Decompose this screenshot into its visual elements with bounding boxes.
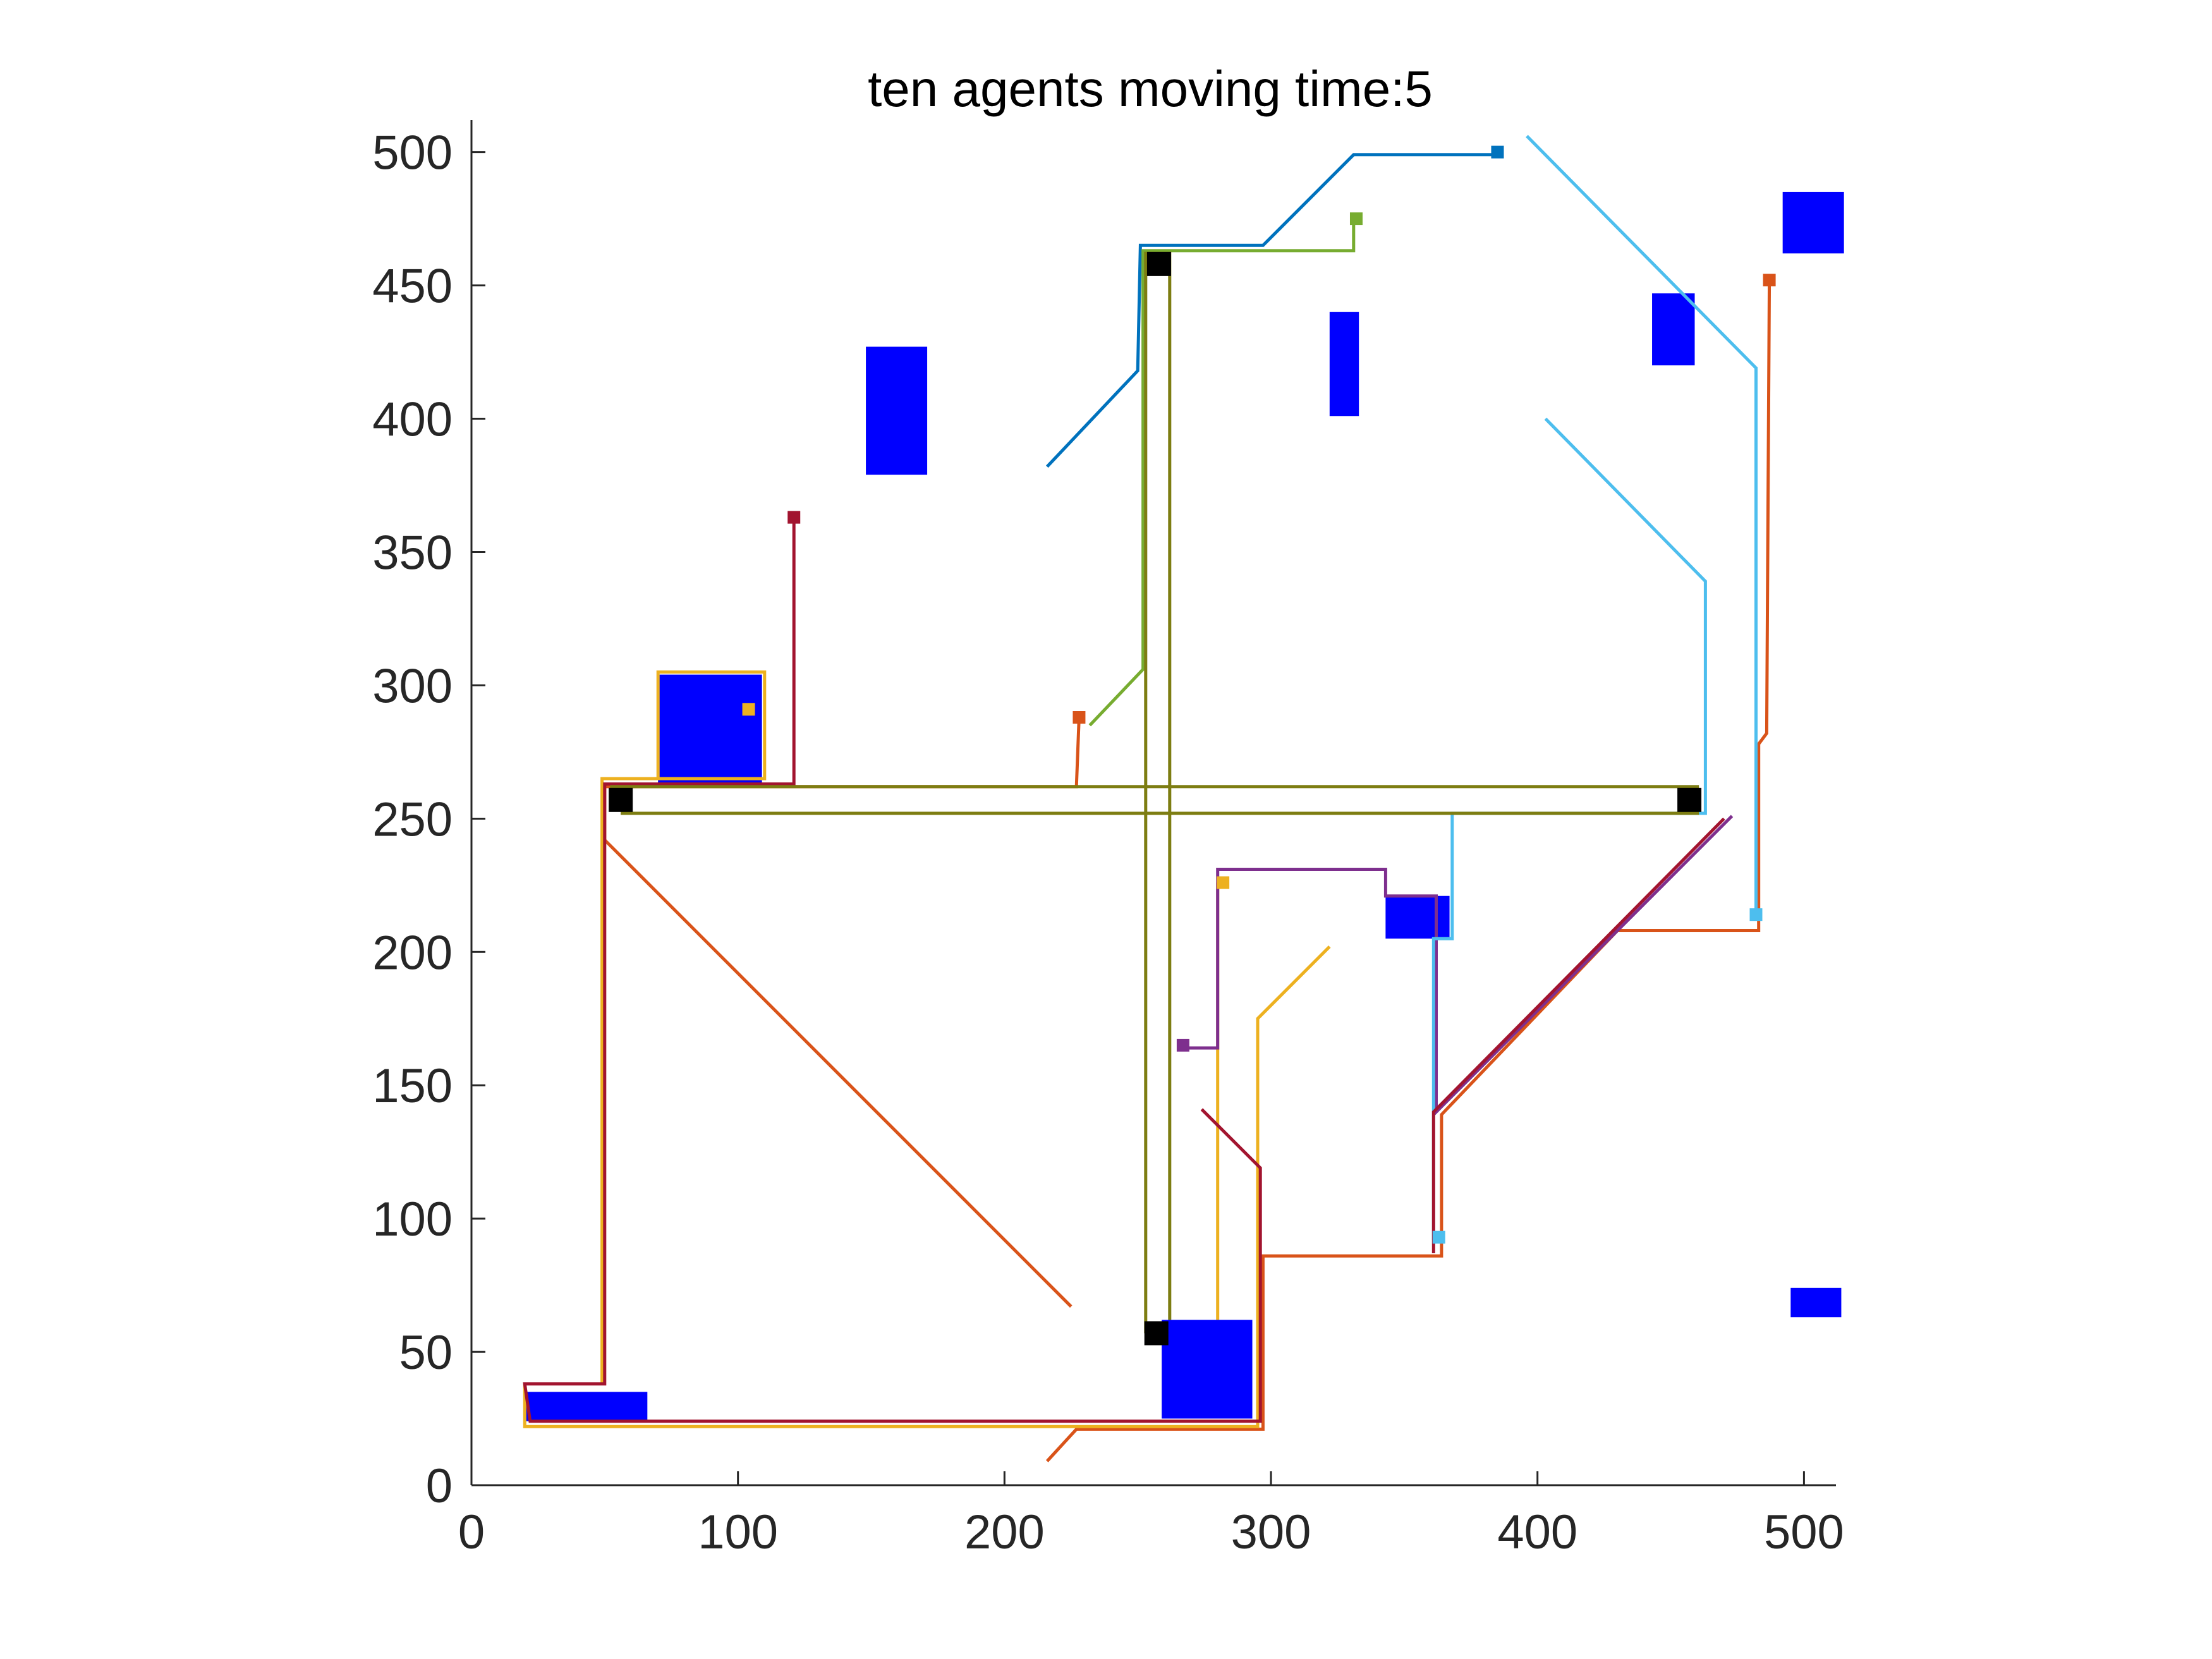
waypoints-layer bbox=[609, 252, 1702, 1346]
obstacle-8 bbox=[525, 1392, 648, 1421]
agent-marker-6 bbox=[742, 703, 755, 716]
x-tick-label: 400 bbox=[1497, 1505, 1577, 1559]
agent-path-6 bbox=[600, 670, 767, 1384]
waypoint-2 bbox=[609, 787, 633, 812]
agent-marker-10 bbox=[1749, 908, 1763, 921]
x-tick-label: 0 bbox=[458, 1505, 485, 1559]
agent-path-13 bbox=[1144, 252, 1172, 1334]
y-tick-label: 300 bbox=[372, 659, 453, 713]
obstacle-5 bbox=[1782, 191, 1844, 253]
agent-marker-1 bbox=[1491, 145, 1504, 159]
agent-path-8 bbox=[1088, 219, 1356, 727]
markers-layer bbox=[742, 145, 1776, 1244]
agent-marker-9 bbox=[1432, 1231, 1445, 1244]
agent-marker-3 bbox=[1073, 711, 1086, 724]
obstacle-9 bbox=[1790, 1287, 1842, 1318]
y-tick-label: 350 bbox=[372, 526, 453, 580]
chart-title: ten agents moving time:5 bbox=[868, 61, 1433, 117]
y-tick-label: 450 bbox=[372, 260, 453, 313]
y-tick-label: 200 bbox=[372, 926, 453, 980]
agent-marker-8 bbox=[1349, 212, 1363, 226]
x-tick-label: 300 bbox=[1231, 1505, 1311, 1559]
waypoint-4 bbox=[1144, 1321, 1169, 1346]
y-tick-label: 250 bbox=[372, 793, 453, 846]
waypoint-1 bbox=[1146, 252, 1171, 276]
agent-path-9 bbox=[1431, 417, 1707, 1240]
agent-path-2 bbox=[1045, 280, 1771, 1462]
x-tick-label: 200 bbox=[964, 1505, 1045, 1559]
obstacle-1 bbox=[866, 346, 928, 475]
obstacle-3 bbox=[1329, 312, 1359, 416]
obstacle-4 bbox=[1652, 293, 1695, 366]
y-tick-label: 0 bbox=[426, 1459, 453, 1513]
agent-marker-2 bbox=[1763, 274, 1776, 287]
agent-marker-7 bbox=[1176, 1038, 1189, 1052]
agent-path-11 bbox=[523, 520, 1262, 1423]
obstacle-6 bbox=[1385, 896, 1450, 939]
agent-path-10 bbox=[1526, 135, 1758, 918]
y-tick-label: 500 bbox=[372, 126, 453, 180]
agent-path-3 bbox=[603, 717, 1081, 1308]
agent-marker-5 bbox=[1217, 876, 1230, 889]
paths-layer bbox=[523, 135, 1771, 1462]
agent-path-12 bbox=[1431, 817, 1725, 1253]
obstacle-2 bbox=[658, 674, 762, 784]
agent-path-1 bbox=[1045, 153, 1495, 468]
waypoint-3 bbox=[1677, 787, 1702, 812]
agent-path-4 bbox=[523, 945, 1331, 1428]
obstacles-layer bbox=[525, 191, 1844, 1421]
x-tick-label: 100 bbox=[698, 1505, 778, 1559]
axes: 0 100 200 300 400 500 0 50 100 150 200 250 300 350 400… bbox=[372, 120, 1844, 1559]
y-tick-label: 100 bbox=[372, 1193, 453, 1246]
agent-marker-11 bbox=[787, 511, 801, 524]
x-tick-label: 500 bbox=[1764, 1505, 1844, 1559]
agent-path-14 bbox=[610, 785, 1699, 815]
y-tick-label: 50 bbox=[399, 1326, 453, 1380]
agent-path-7 bbox=[1177, 815, 1734, 1116]
obstacle-7 bbox=[1162, 1320, 1253, 1419]
y-tick-label: 400 bbox=[372, 393, 453, 447]
y-tick-label: 150 bbox=[372, 1059, 453, 1113]
